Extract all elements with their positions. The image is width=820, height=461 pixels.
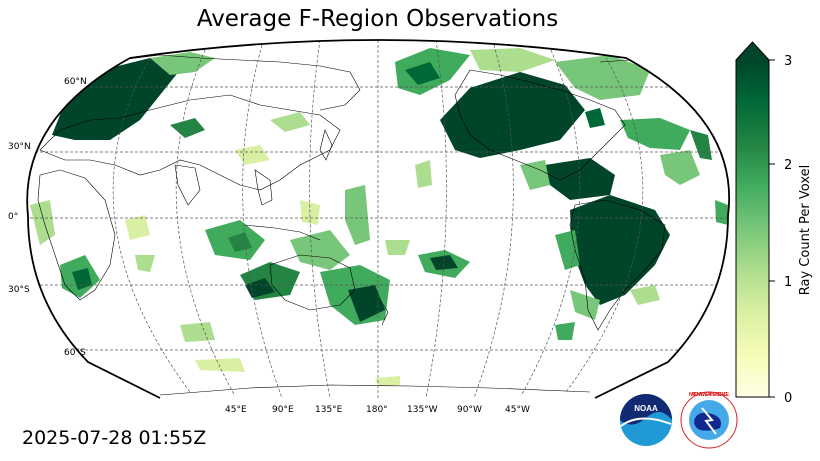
ray-count-field xyxy=(30,48,728,386)
colorbar-gradient xyxy=(736,60,769,397)
colorbar-outline xyxy=(735,41,770,398)
nws-logo-text: NATIONAL WEATHER SERVICE xyxy=(689,392,730,398)
lon-label-135w: 135°W xyxy=(407,405,438,415)
lon-label-180: 180° xyxy=(366,405,388,415)
lat-label-60s: 60°S xyxy=(64,348,86,358)
colorbar-tick-1: 1 xyxy=(784,275,792,290)
noaa-logo-text: NOAA xyxy=(634,404,658,413)
lat-label-60n: 60°N xyxy=(64,77,87,87)
lon-label-135e: 135°E xyxy=(315,405,343,415)
lon-label-90e: 90°E xyxy=(272,405,294,415)
map-title: Average F-Region Observations xyxy=(196,6,559,32)
lat-label-30n: 30°N xyxy=(8,142,31,152)
graticule xyxy=(30,40,730,398)
lon-label-45w: 45°W xyxy=(505,405,530,415)
colorbar-label: Ray Count Per Voxel xyxy=(798,165,813,295)
nws-logo: NATIONAL WEATHER SERVICE xyxy=(680,391,738,449)
timestamp: 2025-07-28 01:55Z xyxy=(22,427,207,449)
lon-label-45e: 45°E xyxy=(225,405,247,415)
lat-label-30s: 30°S xyxy=(8,285,30,295)
noaa-logo: NOAA xyxy=(620,394,672,446)
colorbar-extend-arrow xyxy=(736,42,769,60)
colorbar-tick-2: 2 xyxy=(784,158,792,173)
colorbar-tick-3: 3 xyxy=(784,54,792,69)
globe-outline xyxy=(26,39,730,399)
colorbar-tick-0: 0 xyxy=(784,391,792,406)
map-area xyxy=(27,40,730,398)
lon-label-90w: 90°W xyxy=(457,405,482,415)
lat-label-0: 0° xyxy=(8,212,18,222)
colorbar: 0 1 2 3 Ray Count Per Voxel xyxy=(735,41,813,406)
coastlines xyxy=(37,54,691,396)
